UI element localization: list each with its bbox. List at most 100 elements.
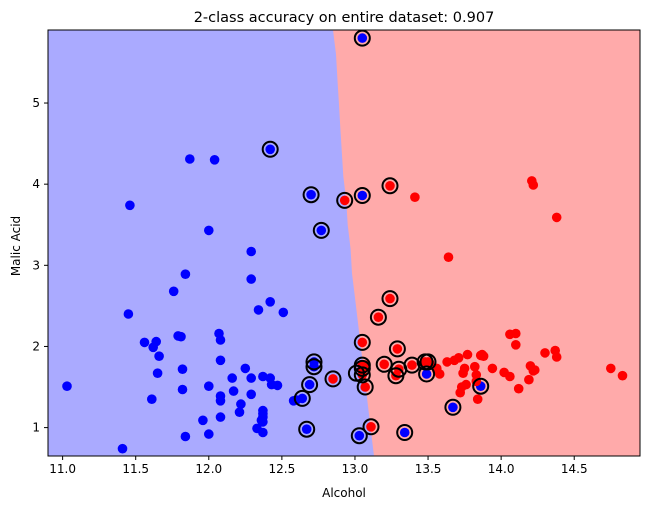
misclassified-ring (261, 140, 279, 158)
data-point-class-1 (513, 383, 524, 394)
data-point-class-0 (301, 424, 312, 435)
data-point-class-0 (354, 430, 365, 441)
data-point-class-0 (123, 309, 134, 319)
misclassified-ring (353, 333, 371, 351)
misclassified-ring (388, 340, 406, 358)
misclassified-ring (353, 359, 371, 377)
data-point-class-1 (453, 353, 464, 363)
data-point-class-1 (524, 374, 534, 385)
misclassified-ring (293, 389, 311, 407)
data-point-class-0 (246, 389, 256, 400)
data-point-class-1 (617, 370, 628, 381)
misclassified-rings (261, 29, 490, 445)
data-point-class-1 (407, 360, 417, 370)
data-point-class-0 (234, 407, 245, 418)
data-point-class-1 (551, 212, 562, 223)
misclassified-ring (312, 221, 330, 239)
misclassified-ring (369, 308, 387, 326)
x-tick-label: 11.0 (49, 462, 76, 476)
data-point-class-1 (528, 180, 539, 190)
data-point-class-1 (470, 361, 480, 372)
data-point-class-0 (125, 200, 135, 211)
misclassified-ring (353, 187, 371, 204)
misclassified-ring (302, 186, 320, 204)
data-point-class-1 (505, 371, 515, 382)
data-point-class-1 (511, 328, 521, 339)
data-point-class-0 (204, 429, 214, 439)
misclassified-ring (305, 353, 323, 371)
data-point-class-0 (62, 381, 72, 392)
data-point-class-0 (180, 431, 191, 442)
data-point-class-0 (139, 337, 150, 348)
misclassified-ring (324, 370, 342, 388)
y-tick-label: 3 (32, 258, 40, 272)
data-point-class-0 (185, 154, 195, 164)
data-point-class-0 (215, 396, 226, 406)
misclassified-ring (472, 377, 490, 395)
y-tick-label: 2 (32, 339, 40, 353)
data-point-class-1 (471, 370, 482, 380)
points-layer (62, 33, 628, 454)
data-point-class-1 (461, 379, 471, 390)
misclassified-ring (350, 427, 368, 445)
x-axis-label: Alcohol (322, 486, 366, 500)
data-point-class-0 (147, 394, 157, 405)
data-point-class-1 (487, 363, 498, 374)
data-point-class-1 (443, 252, 454, 262)
data-point-class-1 (462, 349, 473, 360)
y-tick-label: 5 (32, 96, 40, 110)
data-point-class-1 (328, 374, 338, 384)
misclassified-ring (336, 191, 354, 209)
misclassified-ring (347, 364, 365, 382)
x-tick-label: 14.5 (561, 462, 588, 476)
data-point-class-0 (227, 373, 237, 383)
data-point-class-1 (459, 363, 470, 374)
misclassified-ring (301, 376, 319, 394)
data-point-class-0 (204, 225, 214, 236)
plot-area (47, 29, 641, 457)
data-point-class-0 (357, 190, 368, 201)
misclassified-ring (375, 355, 393, 373)
misclassified-ring (381, 177, 399, 195)
data-point-class-1 (410, 192, 420, 202)
data-point-class-1 (530, 365, 540, 375)
data-point-class-1 (373, 312, 384, 323)
data-point-class-0 (168, 286, 179, 297)
data-point-class-1 (360, 382, 371, 392)
misclassified-ring (403, 356, 421, 374)
data-point-class-1 (392, 344, 403, 354)
data-point-class-0 (215, 355, 226, 366)
data-point-class-1 (357, 337, 368, 348)
data-point-class-1 (434, 369, 445, 379)
data-point-class-0 (265, 297, 276, 307)
x-tick-label: 13.5 (415, 462, 442, 476)
data-point-class-0 (304, 379, 315, 390)
data-point-class-0 (258, 427, 268, 438)
x-tick-label: 12.5 (269, 462, 296, 476)
data-point-class-1 (478, 351, 489, 362)
data-point-class-1 (366, 422, 376, 432)
data-point-class-0 (154, 351, 164, 362)
data-point-class-0 (306, 189, 316, 200)
data-point-class-0 (117, 443, 128, 454)
data-point-class-0 (246, 246, 256, 257)
data-point-class-1 (379, 359, 390, 370)
data-point-class-1 (385, 181, 395, 191)
class-1-region (333, 30, 640, 456)
data-point-class-0 (316, 225, 327, 236)
data-point-class-0 (297, 393, 308, 404)
misclassified-ring (396, 424, 414, 441)
data-point-class-1 (385, 293, 395, 304)
y-axis-label: Malic Acid (9, 216, 23, 276)
misclassified-ring (305, 358, 323, 376)
chart-title: 2-class accuracy on entire dataset: 0.90… (194, 10, 495, 26)
data-point-class-0 (278, 307, 289, 318)
data-point-class-0 (357, 33, 368, 43)
misclassified-ring (419, 353, 437, 371)
data-point-class-0 (180, 269, 191, 280)
data-point-class-0 (215, 412, 226, 422)
y-tick-label: 4 (32, 177, 40, 191)
misclassified-ring (353, 29, 371, 47)
data-point-class-0 (258, 371, 268, 382)
